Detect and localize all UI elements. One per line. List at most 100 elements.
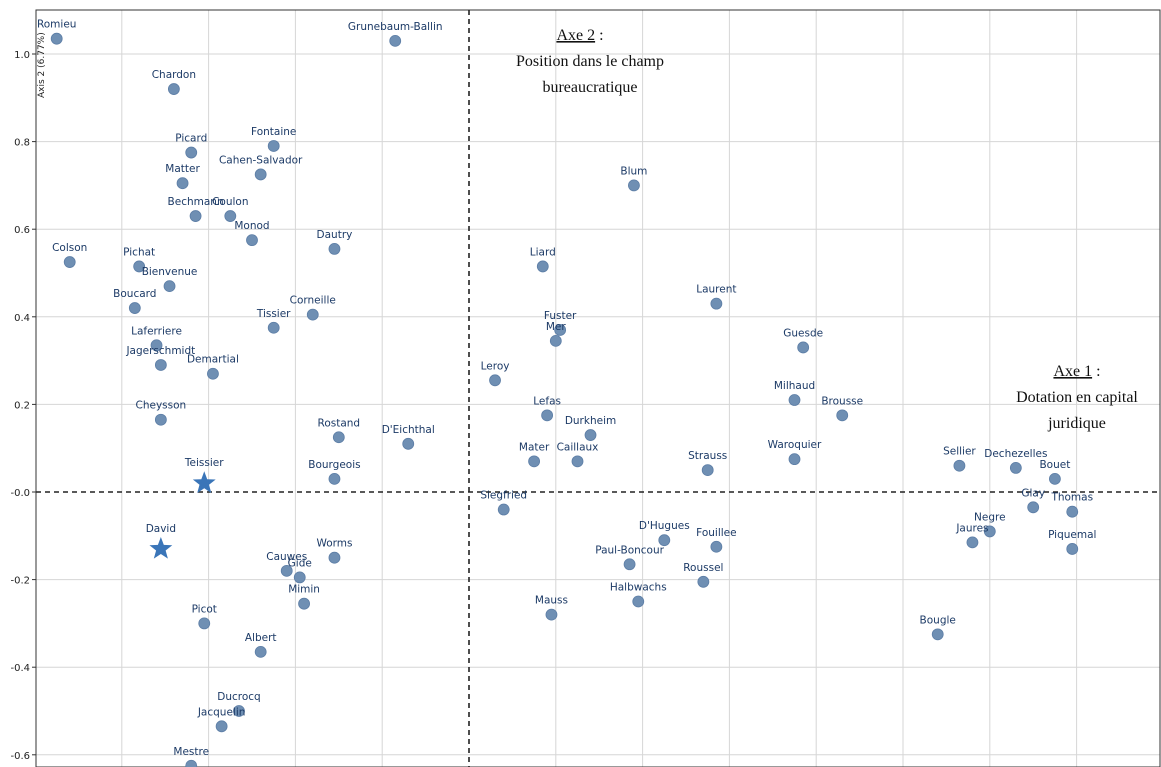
point-label: Boucard [113, 288, 156, 300]
point-label: Fontaine [251, 126, 296, 138]
point-label: Mater [519, 441, 550, 453]
point-label: Jagerschmidt [125, 345, 195, 357]
data-point [332, 431, 345, 444]
point-label: Milhaud [774, 380, 815, 392]
data-point [632, 595, 645, 608]
point-label: Negre [974, 511, 1006, 523]
axe2-annotation-heading: Axe 2 : [556, 27, 603, 44]
data-point [497, 503, 510, 516]
point-label: Rostand [318, 417, 361, 429]
zero-axis-lines [36, 10, 1160, 767]
point-label: Mestre [173, 746, 209, 758]
data-point [254, 168, 267, 181]
point-label: Demartial [187, 354, 239, 366]
grid-layer [36, 10, 1160, 767]
data-point [623, 558, 636, 571]
data-point [788, 394, 801, 406]
point-label: Caillaux [557, 441, 599, 453]
data-point [797, 341, 810, 354]
point-labels: Romieu Grunebaum-Ballin Chardon Fontaine Pic… [37, 19, 1097, 758]
point-label: Tissier [256, 308, 291, 320]
data-point [701, 464, 714, 477]
point-label: Worms [316, 538, 352, 550]
data-point [966, 536, 979, 549]
data-point [328, 243, 341, 255]
point-label: Jaures [955, 522, 988, 534]
point-label: Pichat [123, 246, 155, 258]
data-point [554, 324, 567, 336]
data-point [1066, 543, 1079, 555]
data-point [154, 359, 167, 371]
data-point [50, 32, 63, 45]
data-point [254, 645, 267, 658]
y-tick-label: 0.6 [14, 225, 30, 236]
data-point [536, 260, 549, 273]
star-label: David [146, 523, 176, 535]
point-label: Cheysson [136, 400, 187, 412]
point-label: Grunebaum-Ballin [348, 21, 443, 33]
point-label: Bechmann [168, 196, 224, 208]
point-label: Waroquier [768, 439, 822, 451]
data-point [571, 455, 584, 468]
y-tick-label: 0.2 [14, 400, 30, 411]
data-point [233, 705, 245, 717]
data-point [328, 551, 341, 564]
point-label: Durkheim [565, 415, 616, 427]
data-point [328, 472, 341, 485]
star-point [192, 471, 216, 493]
data-point [389, 34, 402, 47]
point-label: Lefas [533, 395, 561, 407]
point-label: Albert [245, 632, 277, 644]
plot-frame [35, 9, 1161, 767]
y-axis-label: Axis 2 (6.77%) [37, 32, 47, 98]
point-label: Monod [234, 220, 269, 232]
point-label: Jacquelin [197, 706, 246, 718]
data-point [658, 534, 671, 547]
point-label: Fuster [544, 310, 577, 322]
data-point [167, 83, 180, 95]
y-tick-label: -0.0 [10, 488, 30, 499]
point-label: Roussel [683, 562, 723, 574]
data-point [224, 210, 237, 222]
data-point [489, 374, 501, 387]
data-point [215, 720, 228, 733]
point-label: Siegfried [480, 490, 527, 502]
y-tick-label: -0.4 [10, 663, 30, 674]
y-tick-labels: 1.0 0.8 0.6 0.4 0.2 -0.0 -0.2 -0.4 -0.6 [10, 50, 36, 762]
data-point [154, 413, 167, 426]
point-label: Strauss [688, 450, 727, 462]
axe2-annotation-line1: Position dans le champ [516, 53, 664, 70]
axe1-annotation-line1: Dotation en capital [1016, 389, 1138, 406]
data-point [931, 628, 944, 641]
star-label: Teissier [184, 457, 224, 469]
point-label: Paul-Boncour [595, 544, 664, 556]
star-point [149, 536, 173, 559]
point-label: Dechezelles [984, 448, 1047, 460]
point-label: D'Eichthal [382, 424, 435, 436]
data-point [1066, 505, 1079, 518]
point-label: Chardon [152, 69, 196, 81]
point-label: Brousse [821, 395, 863, 407]
axe2-annotation-title: Axe 2 [556, 27, 595, 44]
point-label: Ducrocq [217, 691, 260, 703]
point-label: Blum [620, 165, 647, 177]
point-label: Fouillee [696, 527, 736, 539]
point-label: Leroy [481, 360, 510, 372]
point-label: Bienvenue [142, 266, 198, 278]
point-label: Piquemal [1048, 529, 1096, 541]
data-point [1009, 462, 1022, 474]
point-label: Guesde [783, 327, 823, 339]
axe1-annotation-heading: Axe 1 : [1053, 363, 1100, 380]
point-label: Mauss [535, 595, 568, 607]
data-point [185, 146, 198, 159]
point-label: Coulon [212, 196, 248, 208]
point-label: Liard [530, 246, 556, 258]
data-point [267, 140, 280, 152]
point-label: Bouet [1039, 459, 1070, 471]
point-label: Dautry [317, 229, 353, 241]
point-label: Cauwes [266, 551, 307, 563]
data-point [133, 260, 146, 273]
y-tick-label: 0.8 [14, 138, 30, 149]
data-point [1027, 501, 1040, 514]
